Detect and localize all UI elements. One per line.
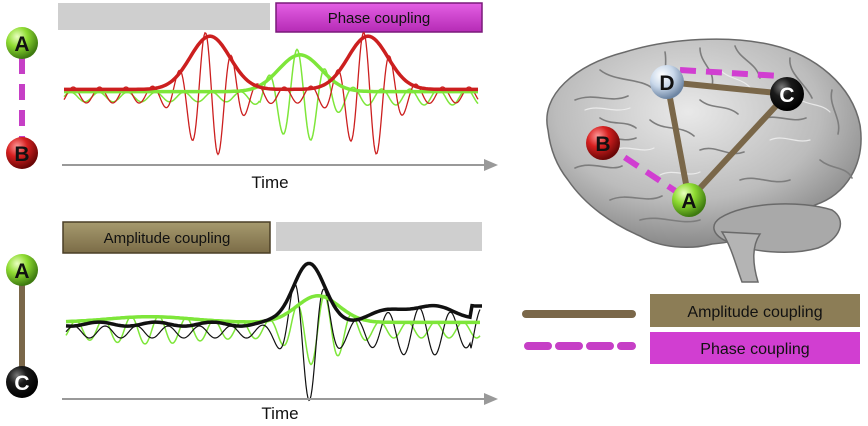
top-red-envelope <box>64 34 478 92</box>
brain-node-c-label: C <box>779 84 794 107</box>
brain-sulci-light <box>584 69 831 176</box>
bottom-node-a: A <box>6 254 38 286</box>
bottom-black-envelope <box>65 261 482 328</box>
bottom-time-axis: Time <box>62 393 498 423</box>
top-time-axis: Time <box>62 159 498 192</box>
phase-coupling-badge: Phase coupling <box>275 2 483 33</box>
brain-illustration: D C B A <box>546 38 862 283</box>
brain-node-d: D <box>650 65 684 99</box>
legend-phase: Phase coupling <box>524 332 860 364</box>
top-time-label: Time <box>251 173 288 192</box>
bottom-green-oscillation <box>65 294 481 366</box>
top-green-oscillation <box>63 48 479 141</box>
phase-coupling-badge-label: Phase coupling <box>328 10 431 27</box>
top-green-envelope <box>64 53 478 94</box>
legend: Amplitude coupling Phase coupling <box>522 294 860 364</box>
bottom-node-c-label: C <box>14 372 29 395</box>
bottom-green-envelope <box>65 294 480 325</box>
bottom-gray-bar <box>276 222 482 251</box>
bottom-black-oscillation <box>65 283 481 402</box>
legend-amplitude: Amplitude coupling <box>522 294 860 327</box>
brain-node-d-label: D <box>659 72 674 95</box>
bottom-node-c: C <box>6 366 38 398</box>
bottom-panel: Amplitude coupling Time A C <box>6 221 498 423</box>
top-panel: Phase coupling Time A B <box>6 2 498 192</box>
top-node-a-label: A <box>14 33 29 56</box>
bottom-time-label: Time <box>261 404 298 423</box>
brain-node-a: A <box>672 183 706 217</box>
brain-node-b-label: B <box>595 133 610 156</box>
brain-link-d-c-phase <box>679 67 781 79</box>
amplitude-coupling-badge: Amplitude coupling <box>62 221 271 254</box>
brain-stem <box>720 231 762 283</box>
top-node-b: B <box>6 137 38 169</box>
brain-link-c-a <box>686 91 790 203</box>
legend-phase-label: Phase coupling <box>700 341 809 358</box>
brain-node-a-label: A <box>681 190 696 213</box>
top-red-oscillation <box>63 31 479 156</box>
top-node-pair: A B <box>6 27 38 169</box>
brain-link-b-a-phase <box>601 140 691 203</box>
legend-amplitude-label: Amplitude coupling <box>687 304 822 321</box>
brain-node-b: B <box>586 126 620 160</box>
top-node-a: A <box>6 27 38 59</box>
bottom-node-a-label: A <box>14 260 29 283</box>
brain-link-d-c <box>666 79 788 97</box>
top-gray-bar <box>58 3 270 30</box>
brain-link-d-a <box>664 81 692 201</box>
brain-node-c: C <box>770 77 804 111</box>
amplitude-coupling-badge-label: Amplitude coupling <box>104 230 231 247</box>
top-node-b-label: B <box>14 143 29 166</box>
bottom-node-pair: A C <box>6 254 38 398</box>
